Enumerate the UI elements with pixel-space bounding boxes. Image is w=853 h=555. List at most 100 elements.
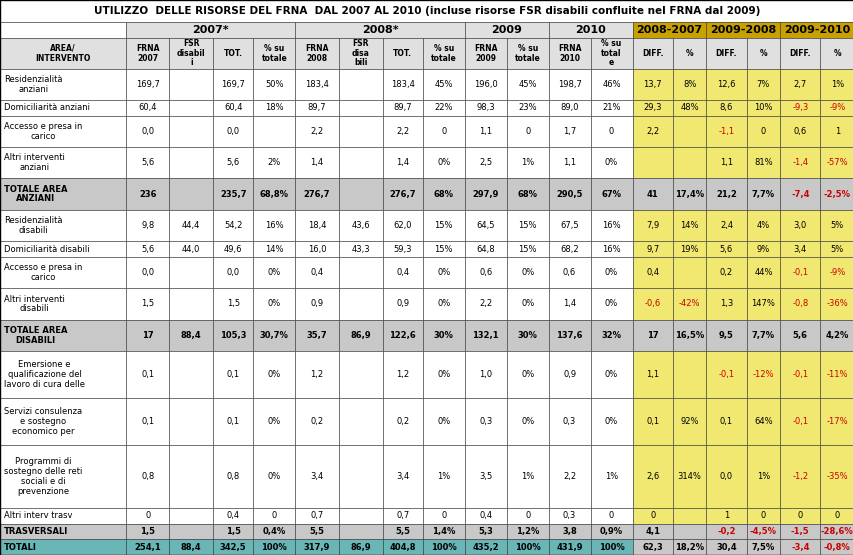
Text: FRNA
2007: FRNA 2007	[136, 44, 160, 63]
Text: %: %	[833, 49, 840, 58]
Text: % su
totale: % su totale	[431, 44, 456, 63]
Text: 0: 0	[441, 511, 446, 520]
Bar	[125, 288, 169, 320]
Text: 9,7: 9,7	[645, 245, 659, 254]
Text: 7%: 7%	[756, 80, 769, 89]
Bar	[705, 100, 746, 115]
Text: 0: 0	[833, 511, 838, 520]
Text: 342,5: 342,5	[219, 543, 247, 552]
Bar	[169, 398, 213, 445]
Bar	[125, 115, 169, 147]
Text: 2,7: 2,7	[792, 80, 806, 89]
Bar	[464, 115, 506, 147]
Text: 290,5: 290,5	[555, 190, 583, 199]
Bar	[382, 178, 422, 210]
Text: 0,8: 0,8	[141, 472, 154, 481]
Text: 0: 0	[760, 511, 765, 520]
Text: -0,1: -0,1	[717, 370, 734, 379]
Text: 5,6: 5,6	[792, 331, 807, 340]
Bar	[253, 210, 295, 241]
Bar	[672, 320, 705, 351]
Bar	[632, 241, 672, 257]
Bar	[169, 100, 213, 115]
Bar	[705, 69, 746, 100]
Bar	[632, 288, 672, 320]
Bar	[295, 351, 339, 398]
Text: 1,5: 1,5	[140, 527, 155, 536]
Bar	[672, 115, 705, 147]
Text: -0,8%: -0,8%	[823, 543, 850, 552]
Bar	[820, 100, 853, 115]
Text: -1,2: -1,2	[792, 472, 808, 481]
Bar	[746, 398, 780, 445]
Bar	[382, 445, 422, 508]
Bar	[590, 288, 632, 320]
Text: 5,3: 5,3	[478, 527, 492, 536]
Bar	[339, 38, 382, 69]
Text: FSR
disa
bili: FSR disa bili	[351, 39, 369, 68]
Text: 0,0: 0,0	[226, 268, 240, 277]
Text: 0,9: 0,9	[310, 300, 323, 309]
Bar	[213, 147, 253, 178]
Bar	[820, 115, 853, 147]
Text: 1,4: 1,4	[562, 300, 576, 309]
Bar	[672, 69, 705, 100]
Text: -1,5: -1,5	[790, 527, 809, 536]
Bar	[672, 351, 705, 398]
Text: 8%: 8%	[682, 80, 695, 89]
Bar	[705, 38, 746, 69]
Bar	[780, 257, 820, 288]
Text: 2,2: 2,2	[479, 300, 491, 309]
Text: 2010: 2010	[575, 25, 606, 35]
Text: TOT.: TOT.	[223, 49, 242, 58]
Bar	[382, 508, 422, 523]
Bar	[780, 288, 820, 320]
Bar	[253, 241, 295, 257]
Bar	[746, 445, 780, 508]
Bar	[253, 398, 295, 445]
Bar	[382, 38, 422, 69]
Text: 64,5: 64,5	[476, 221, 495, 230]
Bar	[213, 523, 253, 539]
Bar	[253, 178, 295, 210]
Bar	[464, 100, 506, 115]
Bar	[464, 523, 506, 539]
Bar	[548, 241, 590, 257]
Text: 0,0: 0,0	[226, 127, 240, 136]
Bar	[422, 351, 464, 398]
Bar	[382, 241, 422, 257]
Text: 0%: 0%	[604, 268, 618, 277]
Text: 9,8: 9,8	[141, 221, 154, 230]
Text: 64,8: 64,8	[476, 245, 495, 254]
Bar	[422, 508, 464, 523]
Text: FRNA
2009: FRNA 2009	[473, 44, 497, 63]
Text: 4%: 4%	[756, 221, 769, 230]
Bar	[548, 69, 590, 100]
Bar	[632, 38, 672, 69]
Bar	[548, 147, 590, 178]
Text: AREA/
INTERVENTO: AREA/ INTERVENTO	[35, 44, 90, 63]
Bar	[253, 445, 295, 508]
Text: TOTALE AREA
DISABILI: TOTALE AREA DISABILI	[4, 326, 67, 345]
Bar	[590, 398, 632, 445]
Text: 0: 0	[441, 127, 446, 136]
Text: 2007*: 2007*	[192, 25, 229, 35]
Text: 0,4: 0,4	[396, 268, 409, 277]
Text: 1%: 1%	[604, 472, 618, 481]
Text: 3,8: 3,8	[561, 527, 577, 536]
Bar	[422, 288, 464, 320]
Bar	[780, 100, 820, 115]
Bar	[339, 523, 382, 539]
Text: 1,0: 1,0	[479, 370, 491, 379]
Bar	[422, 115, 464, 147]
Bar	[632, 147, 672, 178]
Text: 50%: 50%	[264, 80, 283, 89]
Text: 98,3: 98,3	[476, 103, 495, 112]
Bar	[169, 320, 213, 351]
Bar	[213, 288, 253, 320]
Text: TOTALE AREA
ANZIANI: TOTALE AREA ANZIANI	[4, 185, 67, 204]
Bar	[746, 69, 780, 100]
Text: 314%: 314%	[676, 472, 700, 481]
Bar	[780, 523, 820, 539]
Text: 60,4: 60,4	[223, 103, 242, 112]
